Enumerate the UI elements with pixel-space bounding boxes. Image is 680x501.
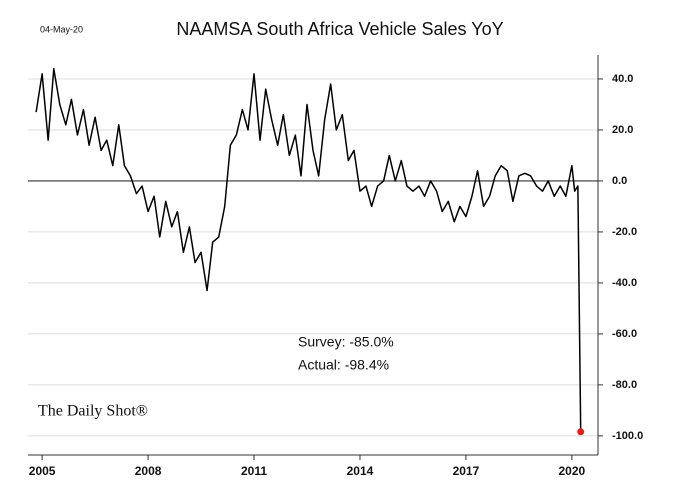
date-label: 04-May-20 xyxy=(40,24,83,34)
data-line xyxy=(35,68,582,432)
y-tick-label: 20.0 xyxy=(612,124,633,136)
y-tick-label: 40.0 xyxy=(612,73,633,85)
y-tick-label: -60.0 xyxy=(612,328,637,340)
last-point xyxy=(577,428,585,436)
annotation: Survey: -85.0% xyxy=(298,334,394,350)
x-tick-label: 2014 xyxy=(347,464,374,478)
y-tick-label: -100.0 xyxy=(612,430,643,442)
y-tick-label: -40.0 xyxy=(612,277,637,289)
x-tick-label: 2008 xyxy=(135,464,162,478)
x-tick-label: 2005 xyxy=(29,464,56,478)
source: The Daily Shot® xyxy=(38,403,148,420)
y-tick-label: 0.0 xyxy=(612,175,627,187)
x-tick-label: 2020 xyxy=(559,464,586,478)
y-tick-label: -80.0 xyxy=(612,379,637,391)
annotation: Actual: -98.4% xyxy=(298,357,389,373)
x-tick-label: 2011 xyxy=(241,464,267,478)
y-tick-label: -20.0 xyxy=(612,226,637,238)
chart-title: NAAMSA South Africa Vehicle Sales YoY xyxy=(176,19,503,39)
x-tick-label: 2017 xyxy=(453,464,480,478)
